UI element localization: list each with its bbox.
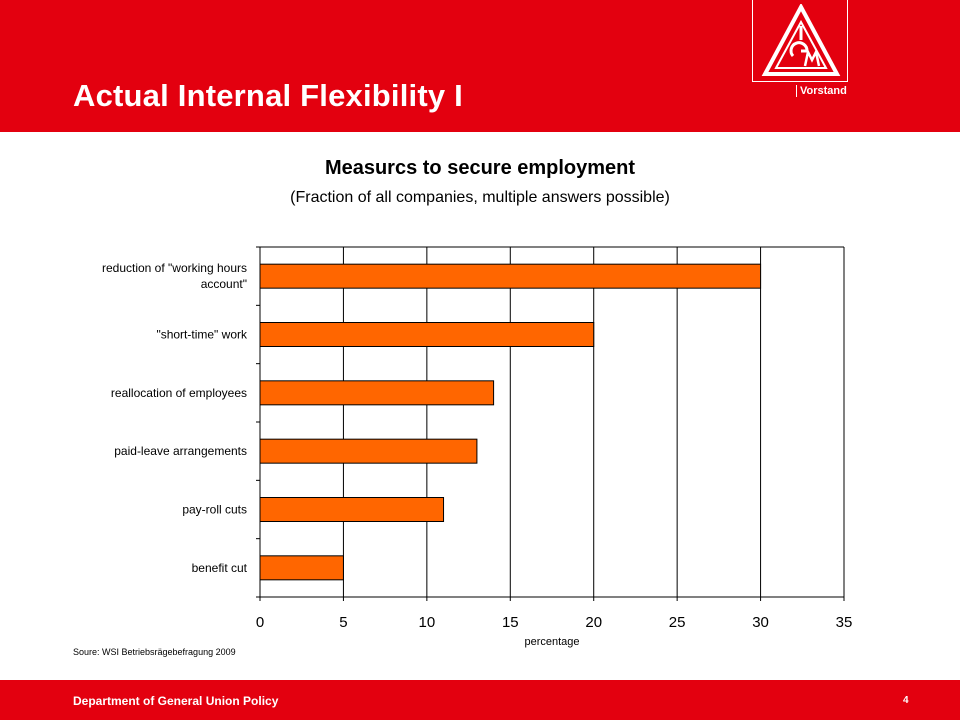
ig-metall-logo-icon xyxy=(761,4,841,76)
x-tick-label: 35 xyxy=(836,614,853,631)
x-tick-label: 10 xyxy=(419,614,436,631)
org-label: Vorstand xyxy=(796,85,847,97)
bar xyxy=(259,438,478,464)
category-label: benefit cut xyxy=(192,561,248,575)
slide-title: Actual Internal Flexibility I xyxy=(73,78,463,113)
category-label: paid-leave arrangements xyxy=(114,444,247,458)
x-tick-label: 30 xyxy=(752,614,769,631)
bar xyxy=(259,263,762,289)
page-number: 4 xyxy=(903,695,909,706)
bar xyxy=(259,555,344,581)
x-tick-label: 5 xyxy=(339,614,347,631)
x-axis-label: percentage xyxy=(524,636,579,648)
bar xyxy=(259,380,495,406)
category-label: pay-roll cuts xyxy=(182,503,247,517)
chart-title: Measurcs to secure employment xyxy=(324,157,636,179)
footer-bar xyxy=(0,680,960,720)
footer-department: Department of General Union Policy xyxy=(73,694,279,708)
category-label: reduction of "working hours account" xyxy=(102,261,247,291)
bar xyxy=(259,322,595,347)
chart-subtitle: (Fraction of all companies, multiple ans… xyxy=(290,189,670,206)
logo-box xyxy=(752,0,848,82)
category-label: reallocation of employees xyxy=(111,386,247,400)
bar-chart: reduction of "working hours account" "shor… xyxy=(102,246,853,648)
category-label: "short-time" work xyxy=(156,328,248,342)
x-tick-label: 0 xyxy=(256,614,264,631)
x-tick-label: 15 xyxy=(502,614,519,631)
bar xyxy=(259,497,445,522)
source-note: Soure: WSI Betriebsrägebefragung 2009 xyxy=(73,647,236,657)
x-tick-label: 20 xyxy=(585,614,602,631)
x-tick-label: 25 xyxy=(669,614,686,631)
